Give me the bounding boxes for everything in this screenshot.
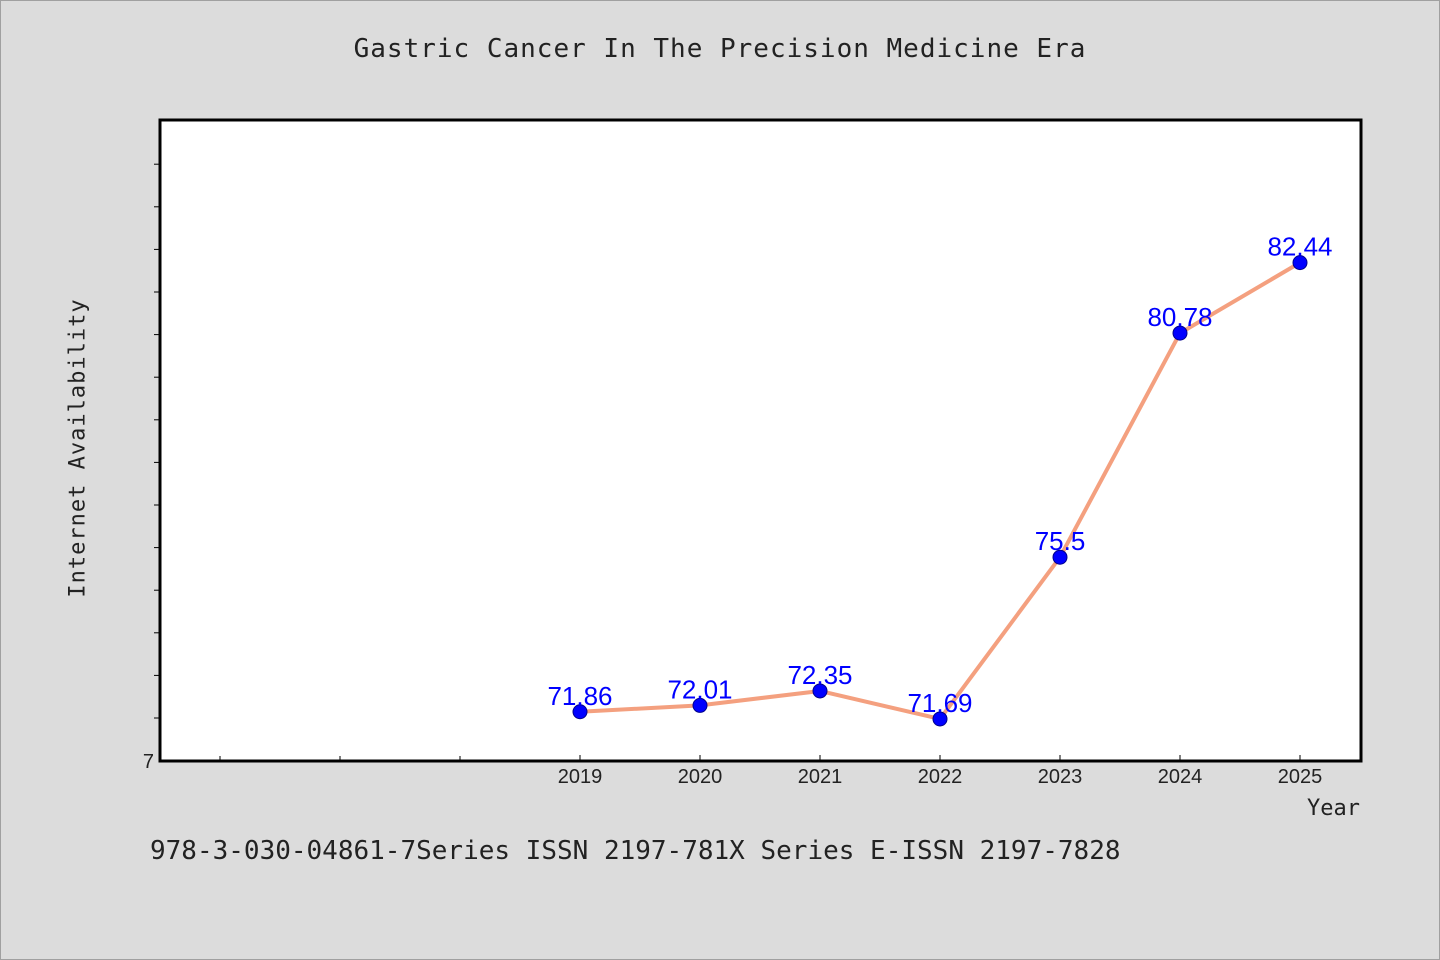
plot-area [158,118,1363,763]
x-tick-label: 2024 [1158,766,1203,788]
x-tick-label: 2022 [918,766,963,788]
data-label: 71.86 [547,681,612,711]
data-label: 82.44 [1267,232,1332,262]
x-axis-label: Year [1307,796,1360,821]
data-point [572,704,588,720]
data-point [1052,549,1068,565]
data-label: 71.69 [907,688,972,718]
data-point [932,711,948,727]
data-label: 72.35 [787,660,852,690]
footer-isbn-text: 978-3-030-04861-7Series ISSN 2197-781X S… [150,836,1121,866]
data-point [692,697,708,713]
x-tick-label: 2025 [1278,766,1323,788]
data-label: 75.5 [1035,526,1086,556]
y-tick-label: 7 [143,751,154,773]
data-label: 80.78 [1147,302,1212,332]
data-point [1172,325,1188,341]
data-point [812,683,828,699]
chart-title: Gastric Cancer In The Precision Medicine… [353,34,1087,64]
x-tick-label: 2023 [1038,766,1083,788]
data-label: 72.01 [667,674,732,704]
x-tick-label: 2019 [558,766,603,788]
data-point [1292,255,1308,271]
x-tick-label: 2020 [678,766,723,788]
x-tick-label: 2021 [798,766,843,788]
